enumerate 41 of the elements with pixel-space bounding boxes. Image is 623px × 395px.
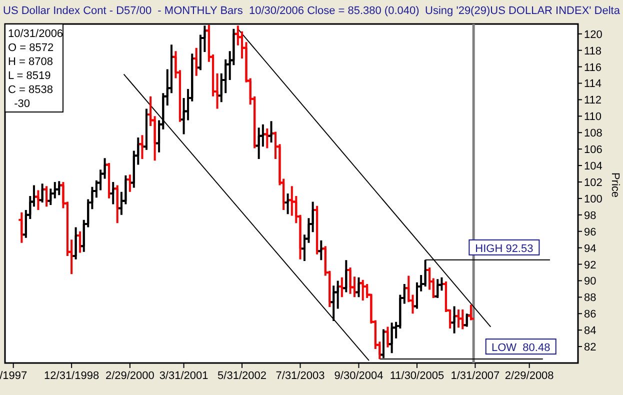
y-tick-label: 120 [584,28,602,41]
y-tick-label: 106 [584,144,602,156]
y-tick-label: 92 [584,259,596,272]
y-tick-label: 90 [584,276,596,288]
y-tick-label: 86 [584,308,596,321]
y-tick-label: 84 [584,325,596,338]
chart-title: US Dollar Index Cont - D57/00 - MONTHLY Bars 10/30/2006 Close = 85.380 (0.040) [3,5,420,17]
annotation: 10/31/2006 [8,28,64,40]
y-tick-label: 82 [584,342,596,354]
y-tick-label: 104 [584,160,602,173]
annotation: -30 [8,98,30,110]
x-tick-label: 2/29/2000 [105,370,154,382]
y-tick-label: 116 [584,62,602,74]
annotation: L = 8519 [8,70,51,82]
annotation: C = 8538 [8,84,53,96]
y-axis-title: Price [609,172,621,198]
y-tick-label: 94 [584,242,596,255]
y-tick-label: 102 [584,176,602,189]
x-tick-label: 9/30/2004 [334,370,384,382]
annotation: LOW 80.48 [492,342,550,354]
annotation: O = 8572 [8,42,54,54]
x-tick-label: /1997 [0,370,28,382]
annotation: H = 8708 [8,56,53,68]
y-tick-label: 98 [584,210,596,222]
y-tick-label: 112 [584,94,602,107]
y-tick-label: 114 [584,78,602,90]
y-tick-label: 110 [584,111,602,124]
y-tick-label: 88 [584,292,596,304]
y-tick-label: 118 [584,45,602,58]
x-tick-label: 12/31/1998 [44,370,100,382]
chart-subtitle: Using '29(29)US DOLLAR INDEX' Delta [425,5,621,17]
x-tick-label: 7/31/2003 [276,370,325,382]
x-tick-label: 1/31/2007 [450,370,500,382]
y-tick-label: 96 [584,226,596,238]
y-tick-label: 108 [584,128,602,140]
annotation: HIGH 92.53 [475,242,534,255]
x-tick-label: 5/31/2002 [218,370,266,382]
x-tick-label: 3/31/2001 [159,370,208,382]
x-tick-label: 2/29/2008 [504,370,554,382]
x-tick-label: 11/30/2005 [390,370,444,382]
y-tick-label: 100 [584,193,602,206]
